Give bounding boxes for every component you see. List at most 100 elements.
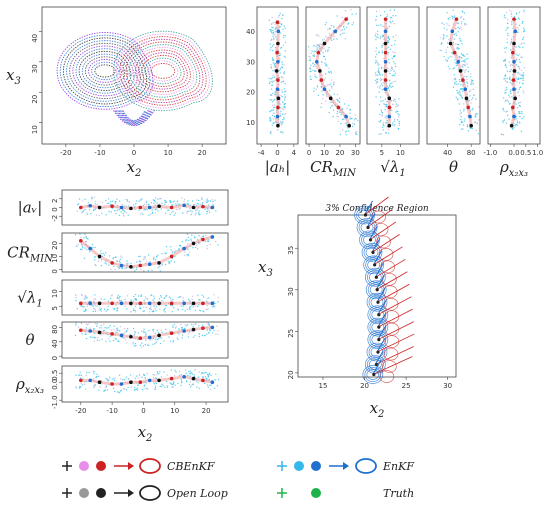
ensemble-point: [393, 55, 395, 58]
ensemble-point: [202, 310, 204, 312]
ensemble-point: [169, 330, 171, 333]
ensemble-point: [93, 196, 96, 198]
ensemble-point: [189, 372, 191, 374]
ensemble-point: [318, 43, 320, 46]
ensemble-point: [109, 376, 111, 378]
ensemble-point: [80, 248, 82, 250]
ensemble-point: [381, 126, 384, 128]
y-tick-label: 30: [287, 287, 295, 296]
ensemble-point: [108, 255, 111, 257]
ensemble-point: [118, 374, 121, 376]
ensemble-point: [382, 129, 384, 131]
ensemble-point: [164, 199, 166, 202]
ensemble-point: [124, 379, 126, 381]
ensemble-point: [171, 305, 174, 307]
ensemble-point: [389, 48, 392, 51]
ensemble-point: [110, 268, 112, 271]
ensemble-point: [462, 63, 465, 66]
ensemble-point: [393, 70, 395, 72]
ensemble-point: [154, 212, 157, 214]
ensemble-point: [385, 132, 387, 134]
ensemble-point: [177, 338, 179, 340]
ensemble-point: [151, 338, 153, 340]
ensemble-point: [309, 68, 311, 70]
ensemble-point: [461, 96, 463, 98]
ensemble-point: [273, 33, 275, 35]
ensemble-point: [110, 295, 113, 297]
ensemble-point: [475, 113, 477, 115]
ensemble-point: [217, 301, 219, 303]
estimate-point: [97, 205, 102, 210]
ensemble-point: [105, 261, 107, 263]
x-tick-label: 0.0: [508, 149, 519, 157]
ensemble-point: [134, 309, 136, 312]
enkf-vector: [376, 287, 386, 303]
ensemble-point: [271, 16, 273, 19]
ensemble-point: [154, 385, 157, 387]
ensemble-point: [517, 91, 519, 93]
ensemble-point: [157, 254, 159, 256]
ensemble-point: [133, 295, 135, 298]
estimate-point: [275, 114, 280, 119]
ensemble-point: [504, 78, 506, 80]
ensemble-point: [470, 102, 472, 104]
ensemble-point: [147, 203, 150, 205]
ensemble-point: [395, 15, 397, 17]
ensemble-point: [378, 73, 381, 76]
ensemble-point: [340, 30, 342, 32]
ensemble-point: [144, 258, 146, 260]
ensemble-point: [472, 80, 474, 82]
ensemble-point: [397, 127, 400, 130]
ensemble-point: [504, 47, 506, 49]
open-loop-dot: [96, 488, 106, 498]
ensemble-point: [389, 84, 391, 87]
ensemble-point: [321, 39, 324, 41]
ensemble-point: [78, 198, 81, 200]
ensemble-point: [455, 96, 457, 99]
ensemble-point: [85, 374, 87, 377]
ensemble-point: [462, 124, 465, 126]
ensemble-point: [313, 45, 315, 47]
ensemble-point: [84, 233, 86, 235]
ensemble-point: [116, 198, 118, 200]
ensemble-point: [93, 385, 96, 387]
ensemble-point: [507, 34, 509, 37]
ensemble-point: [105, 214, 107, 216]
ensemble-point: [515, 13, 517, 15]
ensemble-point: [93, 384, 95, 386]
ensemble-point: [384, 109, 386, 111]
ensemble-point: [458, 28, 461, 30]
ensemble-point: [145, 201, 148, 203]
ensemble-point: [392, 74, 394, 76]
ensemble-point: [520, 74, 522, 77]
estimate-point: [201, 326, 205, 330]
ensemble-point: [206, 305, 208, 307]
ensemble-point: [161, 331, 163, 334]
ensemble-point: [119, 262, 121, 264]
ensemble-point: [87, 323, 89, 326]
ensemble-point: [154, 343, 156, 345]
estimate-point: [366, 225, 370, 230]
ensemble-point: [172, 299, 174, 301]
ensemble-point: [205, 234, 207, 237]
ensemble-point: [153, 310, 155, 313]
ensemble-point: [523, 11, 525, 13]
ensemble-point: [207, 308, 209, 310]
ensemble-point: [138, 260, 141, 262]
ensemble-point: [325, 50, 327, 52]
ensemble-point: [106, 389, 109, 391]
ensemble-point: [190, 372, 193, 374]
estimate-point: [169, 331, 174, 335]
ensemble-point: [458, 78, 461, 81]
ensemble-point: [169, 340, 171, 342]
enkf-confidence-ellipse: [365, 247, 379, 258]
ensemble-point: [91, 304, 93, 306]
ensemble-point: [191, 384, 193, 386]
ensemble-point: [148, 214, 150, 216]
ensemble-point: [457, 48, 459, 50]
estimate-point: [328, 96, 333, 101]
ensemble-point: [163, 297, 166, 299]
enkf-vector: [374, 263, 384, 278]
estimate-point: [191, 241, 196, 246]
estimate-point: [201, 301, 205, 306]
